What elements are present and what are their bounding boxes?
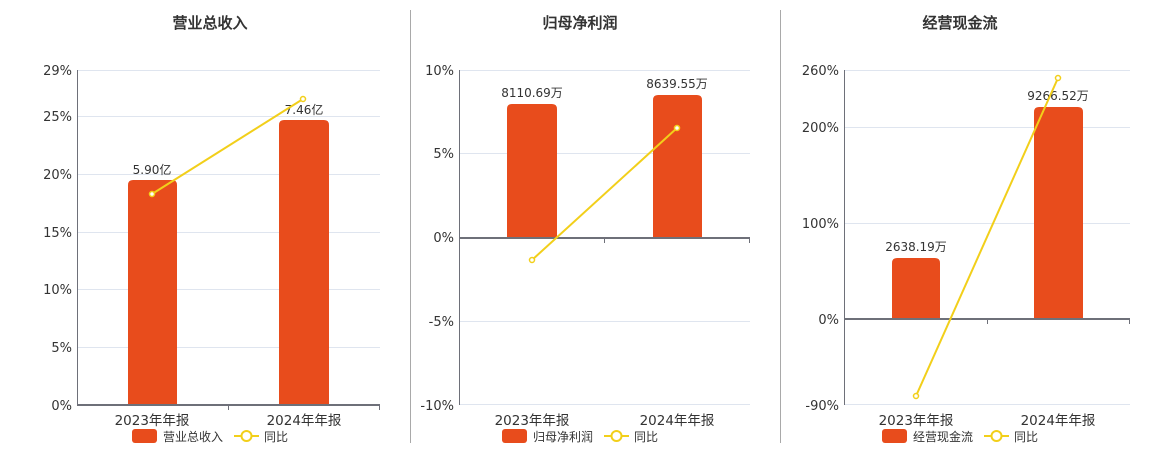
- svg-text:0%: 0%: [51, 399, 72, 414]
- bar-2024[interactable]: [653, 95, 702, 238]
- x-axis-label: 2024年年报: [1021, 413, 1096, 429]
- x-axis-label: 2023年年报: [879, 413, 954, 429]
- svg-text:5%: 5%: [433, 147, 454, 162]
- bar-value-label: 9266.52万: [1027, 89, 1089, 103]
- y-axis-labels: 260% 200% 100% 0% -90%: [802, 64, 839, 414]
- x-axis-label: 2024年年报: [267, 413, 342, 429]
- chart-title: 经营现金流: [922, 14, 997, 32]
- yoy-point[interactable]: [148, 190, 156, 198]
- yoy-point[interactable]: [912, 392, 920, 400]
- x-axis-label: 2023年年报: [495, 413, 570, 429]
- legend-line-label: 同比: [264, 430, 288, 444]
- net-profit-chart: 归母净利润 10% 5% 0% -5% -10% 8110.69万 8639.5…: [420, 14, 750, 444]
- svg-text:200%: 200%: [802, 121, 839, 136]
- legend-bar-swatch: [502, 429, 527, 443]
- yoy-point[interactable]: [673, 124, 681, 132]
- grid-lines: [77, 70, 380, 348]
- legend[interactable]: 经营现金流 同比: [882, 429, 1038, 444]
- svg-text:-10%: -10%: [420, 399, 454, 414]
- y-axis-labels: 10% 5% 0% -5% -10%: [420, 64, 454, 414]
- chart-panel-net-profit: 归母净利润 10% 5% 0% -5% -10% 8110.69万 8639.5…: [420, 14, 750, 444]
- bar-2023[interactable]: [507, 104, 557, 238]
- svg-text:-90%: -90%: [805, 399, 839, 414]
- legend-bar-swatch: [132, 429, 157, 443]
- legend-line-label: 同比: [634, 430, 658, 444]
- chart-title: 归母净利润: [542, 14, 617, 32]
- bar-value-label: 8110.69万: [501, 86, 563, 100]
- x-axis-label: 2024年年报: [640, 413, 715, 429]
- yoy-point[interactable]: [299, 95, 307, 103]
- x-axis-label: 2023年年报: [115, 413, 190, 429]
- svg-text:5%: 5%: [51, 341, 72, 356]
- legend-bar-label: 营业总收入: [163, 430, 223, 444]
- legend-bar-swatch: [882, 429, 907, 443]
- chart-panel-revenue: 营业总收入 29% 25% 20% 15% 10% 5% 0% 5.90亿 7.…: [0, 0, 400, 450]
- svg-text:25%: 25%: [43, 110, 72, 125]
- legend-bar-label: 经营现金流: [913, 429, 973, 444]
- bar-value-label: 8639.55万: [646, 77, 708, 91]
- svg-text:10%: 10%: [425, 64, 454, 79]
- svg-text:-5%: -5%: [429, 315, 454, 330]
- legend[interactable]: 归母净利润 同比: [502, 429, 658, 444]
- yoy-point[interactable]: [1054, 74, 1062, 82]
- svg-text:20%: 20%: [43, 168, 72, 183]
- panel-divider: [410, 10, 411, 443]
- panel-divider: [780, 10, 781, 443]
- legend[interactable]: 营业总收入 同比: [132, 429, 288, 444]
- bar-2024[interactable]: [279, 120, 329, 405]
- bar-2023[interactable]: [128, 180, 177, 405]
- y-axis-labels: 29% 25% 20% 15% 10% 5% 0%: [43, 64, 72, 414]
- yoy-line: [151, 98, 304, 195]
- svg-text:0%: 0%: [433, 231, 454, 246]
- yoy-line: [531, 127, 678, 261]
- chart-title: 营业总收入: [172, 14, 247, 32]
- revenue-chart: 营业总收入 29% 25% 20% 15% 10% 5% 0% 5.90亿 7.…: [43, 14, 380, 444]
- svg-text:0%: 0%: [818, 313, 839, 328]
- yoy-line: [915, 77, 1059, 397]
- legend-line-label: 同比: [1014, 430, 1038, 444]
- legend-bar-label: 归母净利润: [533, 430, 593, 444]
- svg-text:260%: 260%: [802, 64, 839, 79]
- bar-value-label: 5.90亿: [133, 162, 172, 177]
- bar-2023[interactable]: [892, 258, 940, 319]
- legend-line-marker-icon: [990, 430, 1003, 442]
- svg-text:100%: 100%: [802, 217, 839, 232]
- svg-text:10%: 10%: [43, 283, 72, 298]
- bar-value-label: 2638.19万: [885, 240, 947, 254]
- svg-text:15%: 15%: [43, 226, 72, 241]
- svg-text:29%: 29%: [43, 64, 72, 79]
- legend-line-marker-icon: [610, 430, 623, 442]
- yoy-point[interactable]: [528, 256, 536, 264]
- bar-value-label: 7.46亿: [285, 102, 324, 117]
- bar-2024[interactable]: [1034, 107, 1083, 319]
- legend-line-marker-icon: [240, 430, 253, 442]
